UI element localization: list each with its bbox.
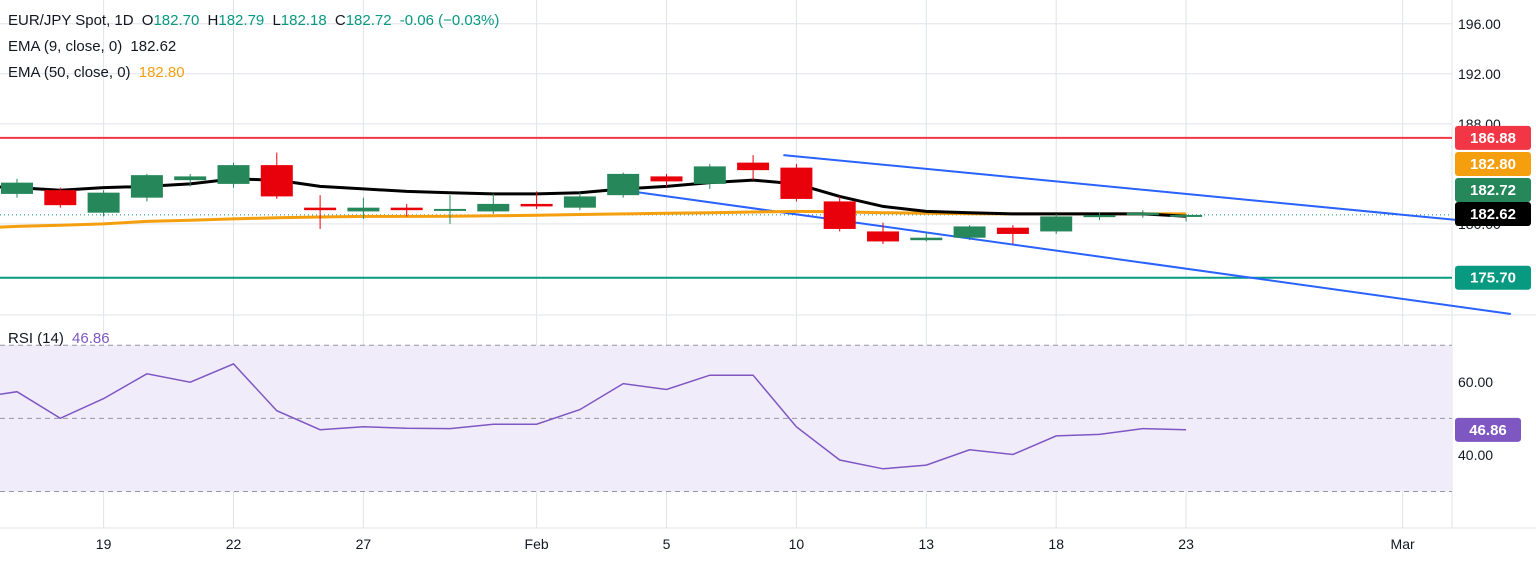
x-tick-label: 5 <box>663 536 671 552</box>
price-tag-close-label: 182.72 <box>1470 182 1516 199</box>
ema50-label: EMA (50, close, 0) <box>8 64 131 81</box>
candle-down <box>867 231 899 242</box>
candle-down <box>650 176 683 182</box>
close-value: 182.72 <box>345 12 392 29</box>
candle-up <box>910 237 943 241</box>
candle-up <box>477 203 510 212</box>
x-tick-label: 10 <box>789 536 805 552</box>
high-label: H <box>207 12 219 29</box>
price-tag-ema9 <box>1455 202 1531 226</box>
rsi-label: RSI (14) <box>8 330 64 347</box>
low-value: 182.18 <box>280 12 327 29</box>
candle-up <box>1170 214 1203 217</box>
x-tick-label: Feb <box>525 536 549 552</box>
candle-down <box>44 190 77 206</box>
rsi-line <box>0 363 1187 470</box>
rsi-y-tick-label: 60.00 <box>1458 374 1493 390</box>
rsi-value-tag <box>1455 417 1521 442</box>
price-legend: EUR/JPY Spot, 1D O182.70 H182.79 L182.18… <box>8 12 503 29</box>
resistance-tag-label: 186.88 <box>1470 130 1516 147</box>
rsi-value-tag-label: 46.86 <box>1469 422 1507 439</box>
open-value: 182.70 <box>153 12 200 29</box>
x-tick-label: 19 <box>96 536 112 552</box>
candle-up <box>1040 216 1073 232</box>
channel-lower-line <box>631 190 1511 315</box>
x-tick-label: 13 <box>919 536 935 552</box>
support-tag-label: 175.70 <box>1470 270 1516 287</box>
x-tick-label: 22 <box>226 536 242 552</box>
candle-down <box>304 207 337 211</box>
candle-down <box>260 165 293 197</box>
candle-up <box>953 226 986 238</box>
symbol-label: EUR/JPY Spot, 1D <box>8 12 134 29</box>
candle-up <box>1083 215 1116 218</box>
price-tag-ema50 <box>1455 152 1531 176</box>
x-tick-label: Mar <box>1391 536 1415 552</box>
candle-up <box>434 208 466 211</box>
support-tag <box>1455 265 1531 290</box>
y-tick-label: 196.00 <box>1458 16 1501 32</box>
candle-up <box>1 182 33 194</box>
ema50-legend[interactable]: EMA (50, close, 0) 182.80 <box>8 64 189 81</box>
candle-down <box>737 162 770 171</box>
candle-up <box>607 173 640 196</box>
price-tag-close <box>1455 178 1531 202</box>
change-value: -0.06 (−0.03%) <box>399 12 500 29</box>
rsi-y-tick-label: 40.00 <box>1458 447 1493 463</box>
candle-up <box>87 192 120 213</box>
x-tick-label: 18 <box>1048 536 1064 552</box>
candle-up <box>130 175 163 198</box>
candle-down <box>780 167 813 199</box>
ema50-value: 182.80 <box>138 64 185 81</box>
low-label: L <box>272 12 281 29</box>
open-label: O <box>141 12 154 29</box>
rsi-value: 46.86 <box>72 330 110 347</box>
candle-down <box>996 227 1029 234</box>
high-value: 182.79 <box>218 12 265 29</box>
ema9-value: 182.62 <box>130 38 177 55</box>
channel-upper-line <box>783 154 1511 227</box>
x-tick-label: 27 <box>356 536 372 552</box>
candle-down <box>390 207 423 211</box>
rsi-legend[interactable]: RSI (14) 46.86 <box>8 330 114 347</box>
candle-up <box>693 166 726 184</box>
candle-up <box>174 176 207 181</box>
ema9-label: EMA (9, close, 0) <box>8 38 123 55</box>
candle-up <box>1126 212 1159 216</box>
candle-down <box>520 203 553 207</box>
x-tick-label: 23 <box>1178 536 1194 552</box>
price-tag-ema9-label: 182.62 <box>1470 206 1516 223</box>
resistance-tag <box>1455 125 1531 150</box>
y-tick-label: 192.00 <box>1458 66 1501 82</box>
price-tag-ema50-label: 182.80 <box>1470 156 1516 173</box>
candle-up <box>563 196 596 208</box>
close-label: C <box>334 12 346 29</box>
candle-up <box>217 165 250 184</box>
candle-down <box>823 201 856 229</box>
ema9-legend[interactable]: EMA (9, close, 0) 182.62 <box>8 38 180 55</box>
candle-up <box>347 207 380 212</box>
